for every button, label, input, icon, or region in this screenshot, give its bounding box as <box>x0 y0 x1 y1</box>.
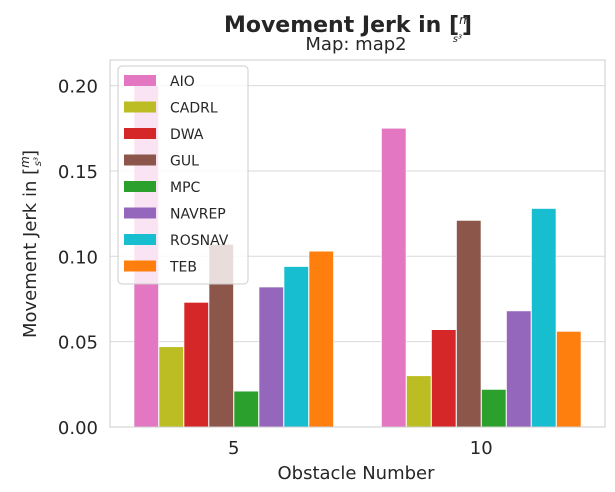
bar-teb-10 <box>556 331 582 428</box>
bar-aio-10 <box>381 127 407 428</box>
bar-rosnav-10 <box>531 208 557 428</box>
legend-swatch <box>124 260 156 272</box>
x-ticks: 5 10 <box>228 438 493 459</box>
bar-cadrl-5 <box>158 346 184 428</box>
bar-teb-5 <box>308 250 334 428</box>
legend-label: GUL <box>170 154 199 170</box>
plot-frame <box>109 59 606 428</box>
y-tick-label: 0.05 <box>58 333 98 354</box>
x-tick-label: 10 <box>470 438 493 459</box>
chart-subtitle: Map: map2 <box>305 34 406 55</box>
y-tick-label: 0.15 <box>58 162 98 183</box>
bar-navrep-10 <box>506 310 532 428</box>
bar-gul-10 <box>456 220 482 428</box>
bar-cadrl-10 <box>406 375 432 428</box>
svg-text:Movement Jerk in [ms³]: Movement Jerk in [ms³] <box>18 150 44 338</box>
bar-mpc-10 <box>481 389 507 428</box>
legend-swatch <box>124 154 156 166</box>
y-tick-label: 0.10 <box>58 247 98 268</box>
legend-label: DWA <box>170 127 204 143</box>
legend-swatch <box>124 75 156 86</box>
y-tick-label: 0.20 <box>58 77 98 98</box>
bar-dwa-10 <box>431 329 457 428</box>
legend-box <box>117 65 249 285</box>
bar-rosnav-5 <box>283 266 309 428</box>
legend-swatch <box>124 181 156 192</box>
legend: AIO CADRL DWA GUL MPC NAVREP ROSNAV TEB <box>117 65 249 285</box>
legend-swatch <box>124 128 156 139</box>
bar-navrep-5 <box>258 286 284 428</box>
x-axis-label: Obstacle Number <box>277 463 435 484</box>
y-axis-label: Movement Jerk in [ms³] <box>18 150 44 338</box>
legend-swatch <box>124 234 156 245</box>
y-tick-label: 0.00 <box>58 418 98 439</box>
legend-label: AIO <box>170 74 195 90</box>
legend-label: CADRL <box>170 101 218 117</box>
legend-swatch <box>124 101 156 113</box>
legend-label: NAVREP <box>170 207 226 223</box>
bar-dwa-5 <box>183 302 209 428</box>
y-ticks: 0.00 0.05 0.10 0.15 0.20 <box>58 77 98 439</box>
bar-mpc-5 <box>233 390 259 428</box>
legend-label: ROSNAV <box>170 233 229 249</box>
legend-swatch <box>124 207 156 219</box>
legend-label: MPC <box>170 180 201 196</box>
x-tick-label: 5 <box>228 438 239 459</box>
legend-label: TEB <box>169 260 197 276</box>
